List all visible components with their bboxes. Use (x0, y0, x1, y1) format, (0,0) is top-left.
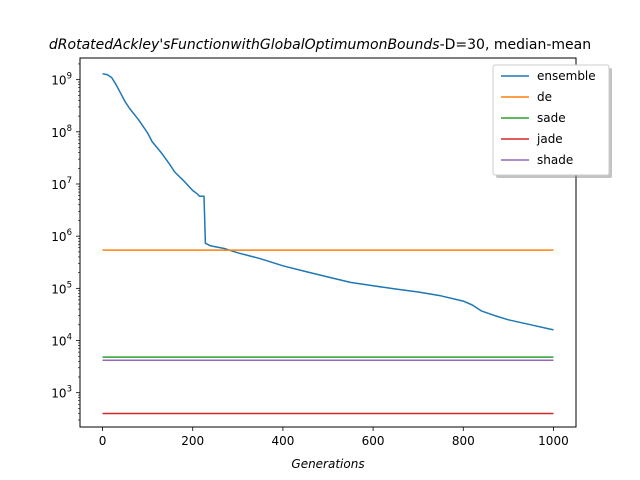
y-tick-label-1000000000: 109 (51, 72, 72, 88)
y-axis: 103 104 105 106 107 108 109 (51, 63, 80, 421)
x-tick-label-0: 0 (99, 434, 107, 448)
x-axis: 0 200 400 600 800 1000 (99, 427, 569, 448)
x-tick-label-800: 800 (452, 434, 475, 448)
legend: ensemble de sade jade shade (492, 64, 612, 178)
x-axis-label: Generations (291, 457, 364, 471)
legend-label-ensemble: ensemble (537, 69, 596, 83)
x-tick-label-1000: 1000 (538, 434, 569, 448)
series-layer (102, 72, 554, 415)
legend-label-jade: jade (536, 132, 563, 146)
series-line-ensemble (102, 72, 554, 331)
y-tick-label-100000: 105 (51, 280, 72, 296)
y-tick-label-10000: 104 (51, 333, 72, 349)
x-tick-label-400: 400 (271, 434, 294, 448)
y-tick-label-1000000: 106 (51, 228, 72, 244)
legend-box (492, 64, 610, 176)
chart-title-plain: -D=30, median-mean (440, 37, 592, 53)
legend-label-shade: shade (537, 153, 573, 167)
y-tick-label-1000: 103 (51, 385, 72, 401)
chart-title: dRotatedAckley'sFunctionwithGlobalOptimu… (49, 37, 591, 53)
x-tick-label-200: 200 (181, 434, 204, 448)
x-tick-label-600: 600 (362, 434, 385, 448)
plot-frame (79, 57, 577, 428)
chart-title-italic: dRotatedAckley'sFunctionwithGlobalOptimu… (49, 37, 440, 53)
y-tick-label-100000000: 108 (51, 124, 72, 140)
legend-label-sade: sade (537, 111, 566, 125)
y-tick-label-10000000: 107 (51, 176, 72, 192)
legend-label-de: de (537, 90, 552, 104)
